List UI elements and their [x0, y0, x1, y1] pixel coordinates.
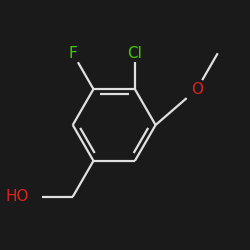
Text: HO: HO [6, 189, 29, 204]
Text: Cl: Cl [128, 46, 142, 61]
Text: O: O [191, 82, 203, 97]
Text: F: F [68, 46, 77, 61]
